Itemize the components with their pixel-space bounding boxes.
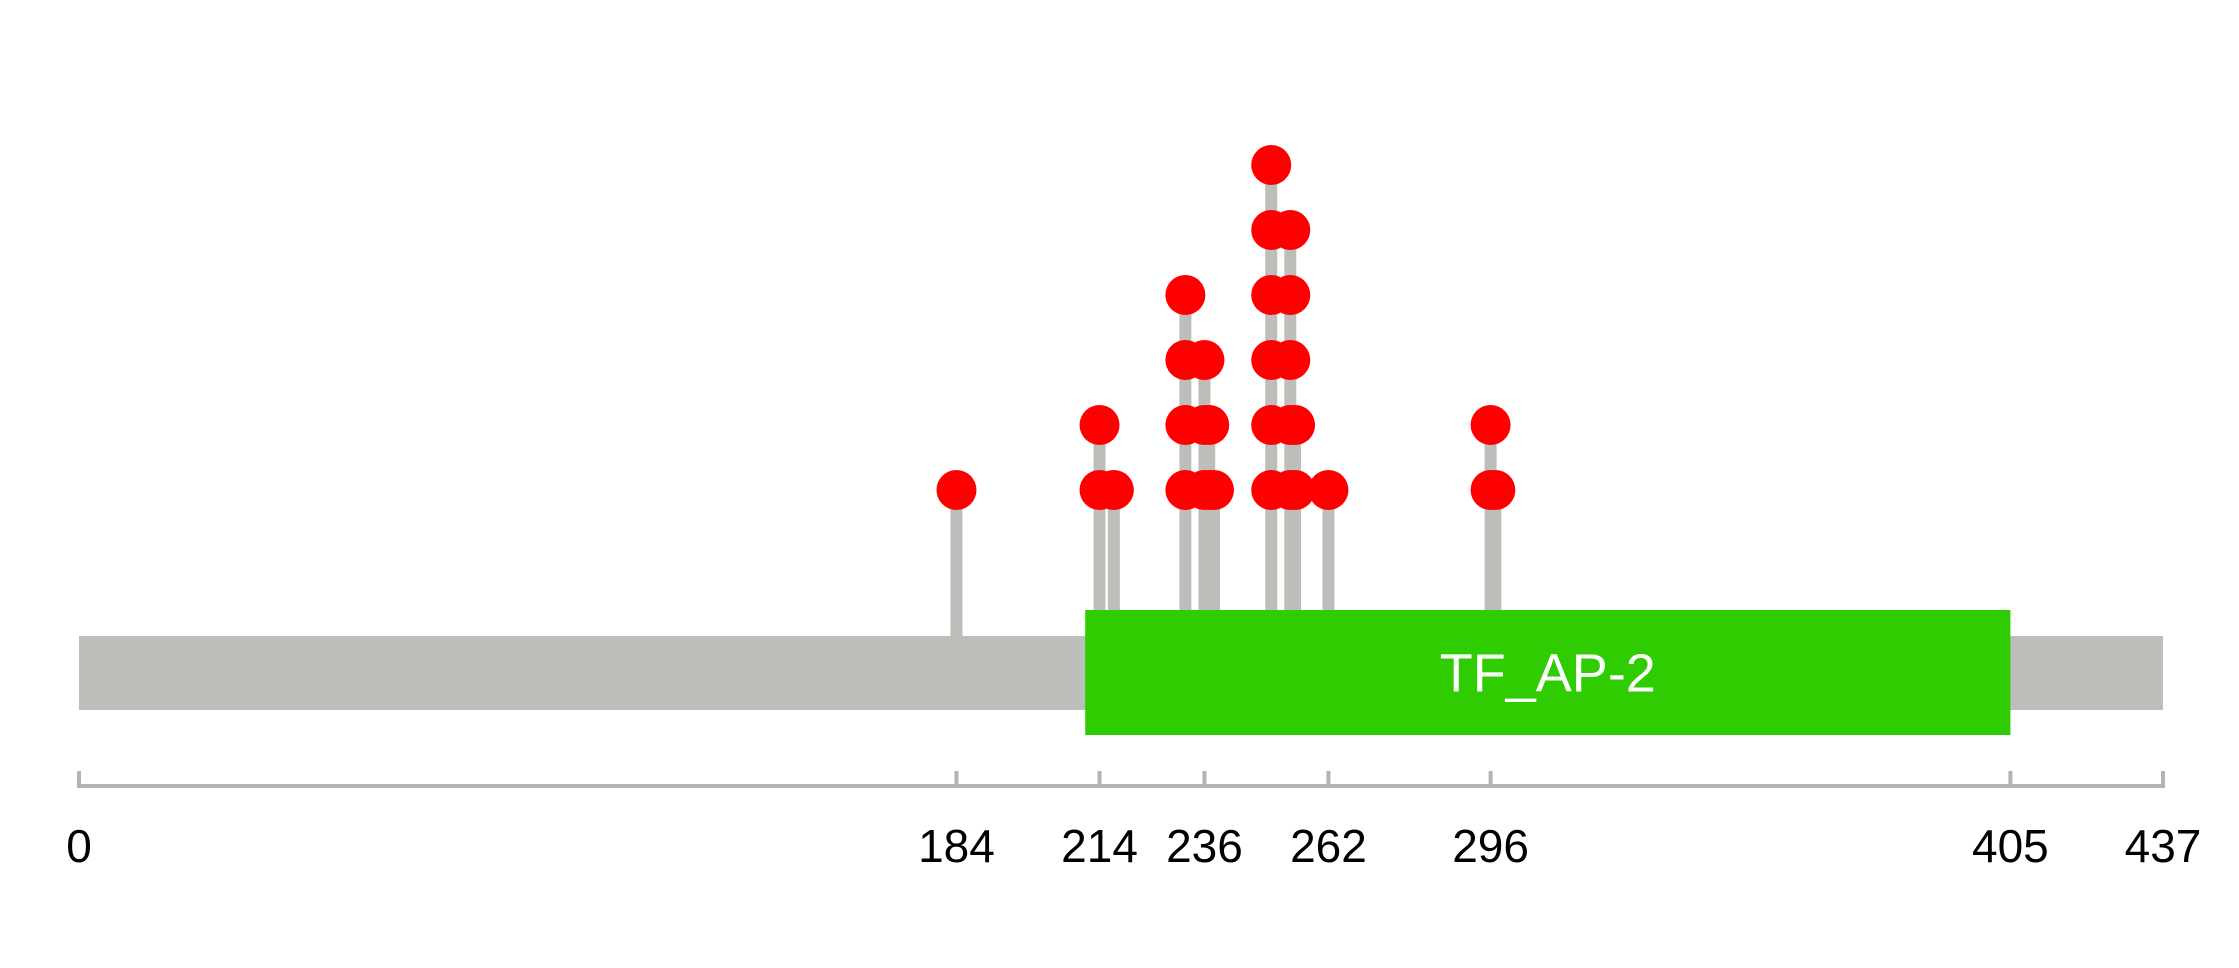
mutation-dot (1270, 210, 1311, 250)
axis-line (77, 784, 2165, 788)
mutation-dot (1184, 340, 1225, 380)
domain-label: TF_AP-2 (1440, 644, 1656, 704)
mutation-dot (1270, 275, 1311, 315)
axis-tick (1202, 771, 1207, 786)
axis-tick-label: 0 (66, 820, 92, 872)
stems-layer (950, 165, 1502, 636)
mutation-stem (1322, 490, 1335, 636)
axis-tick (2161, 771, 2165, 786)
axis-tick-label: 214 (1061, 820, 1138, 872)
mutation-dot (1093, 470, 1134, 510)
mutation-stem (1093, 425, 1106, 636)
mutation-dot (1475, 470, 1516, 510)
mutation-dot (1275, 470, 1316, 510)
mutation-stem (1179, 295, 1192, 636)
mutation-dot (1275, 405, 1316, 445)
axis-tick (1097, 771, 1102, 786)
domain-box (1085, 610, 2011, 735)
axis-tick (1326, 771, 1331, 786)
mutation-dot (1189, 405, 1230, 445)
mutation-dot (1251, 145, 1292, 185)
mutation-dot (1079, 405, 1120, 445)
mutation-stem (1289, 425, 1302, 636)
axis-tick-label: 437 (2125, 820, 2202, 872)
mutation-stem (1489, 490, 1502, 636)
mutation-dot (1193, 470, 1234, 510)
mutation-dot (1470, 405, 1511, 445)
mutation-stem (1207, 490, 1220, 636)
axis-tick-label: 236 (1166, 820, 1243, 872)
position-axis: 0 184 214 236 262 296 405 437 (66, 771, 2201, 872)
mutation-dot (936, 470, 977, 510)
mutation-dot (1308, 470, 1349, 510)
axis-tick (2008, 771, 2013, 786)
axis-tick (77, 771, 81, 786)
dots-layer (936, 145, 1516, 510)
axis-tick (954, 771, 959, 786)
axis-tick-label: 262 (1290, 820, 1367, 872)
mutation-stem (1107, 490, 1120, 636)
axis-tick-label: 184 (918, 820, 995, 872)
mutation-dot (1165, 275, 1206, 315)
mutation-dot (1270, 340, 1311, 380)
axis-tick (1488, 771, 1493, 786)
protein-layer: TF_AP-2 (79, 610, 2163, 735)
mutation-stem (950, 490, 963, 636)
axis-tick-label: 405 (1972, 820, 2049, 872)
axis-tick-label: 296 (1452, 820, 1529, 872)
